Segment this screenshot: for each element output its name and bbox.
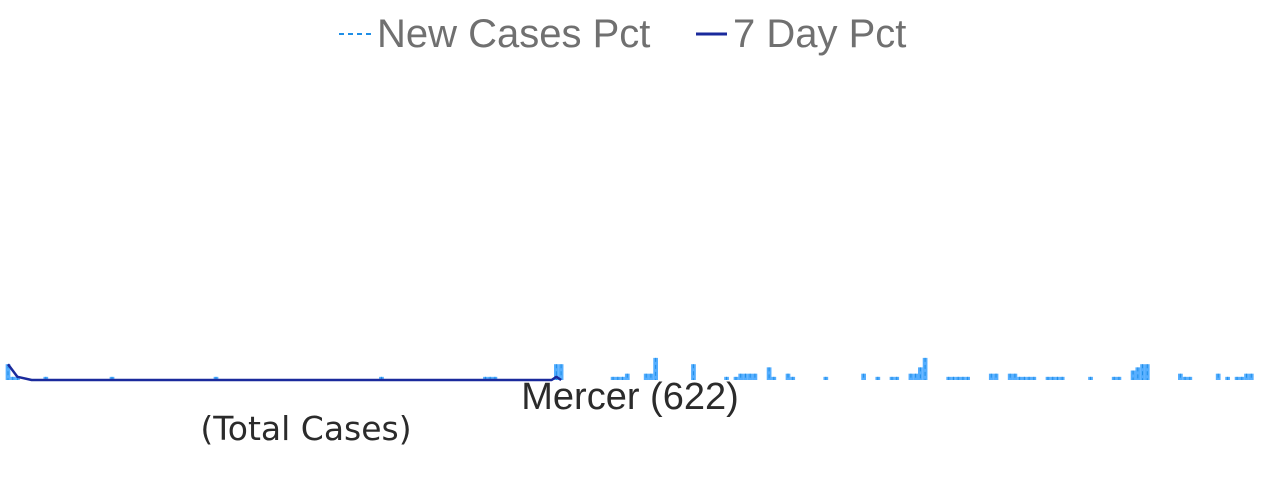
legend-label-7-day: 7 Day Pct xyxy=(733,12,906,56)
bar-new-cases-pct[interactable] xyxy=(918,367,923,380)
legend-label-new-cases: New Cases Pct xyxy=(377,12,650,56)
plot-area xyxy=(5,357,1254,382)
bar-new-cases-pct[interactable] xyxy=(922,357,928,380)
bar-new-cases-pct[interactable] xyxy=(1130,370,1136,380)
legend-item-new-cases[interactable]: New Cases Pct xyxy=(339,12,650,56)
bar-new-cases-pct[interactable] xyxy=(653,357,658,380)
legend-item-7-day[interactable]: 7 Day Pct xyxy=(696,12,906,56)
bar-new-cases-pct[interactable] xyxy=(1135,367,1141,380)
chart-title: Mercer (622) xyxy=(521,376,739,418)
chart-subtitle: (Total Cases) xyxy=(200,409,411,448)
legend: New Cases Pct 7 Day Pct xyxy=(339,12,906,56)
bar-new-cases-pct[interactable] xyxy=(766,367,772,380)
series-7-day-pct-line[interactable] xyxy=(6,363,562,382)
